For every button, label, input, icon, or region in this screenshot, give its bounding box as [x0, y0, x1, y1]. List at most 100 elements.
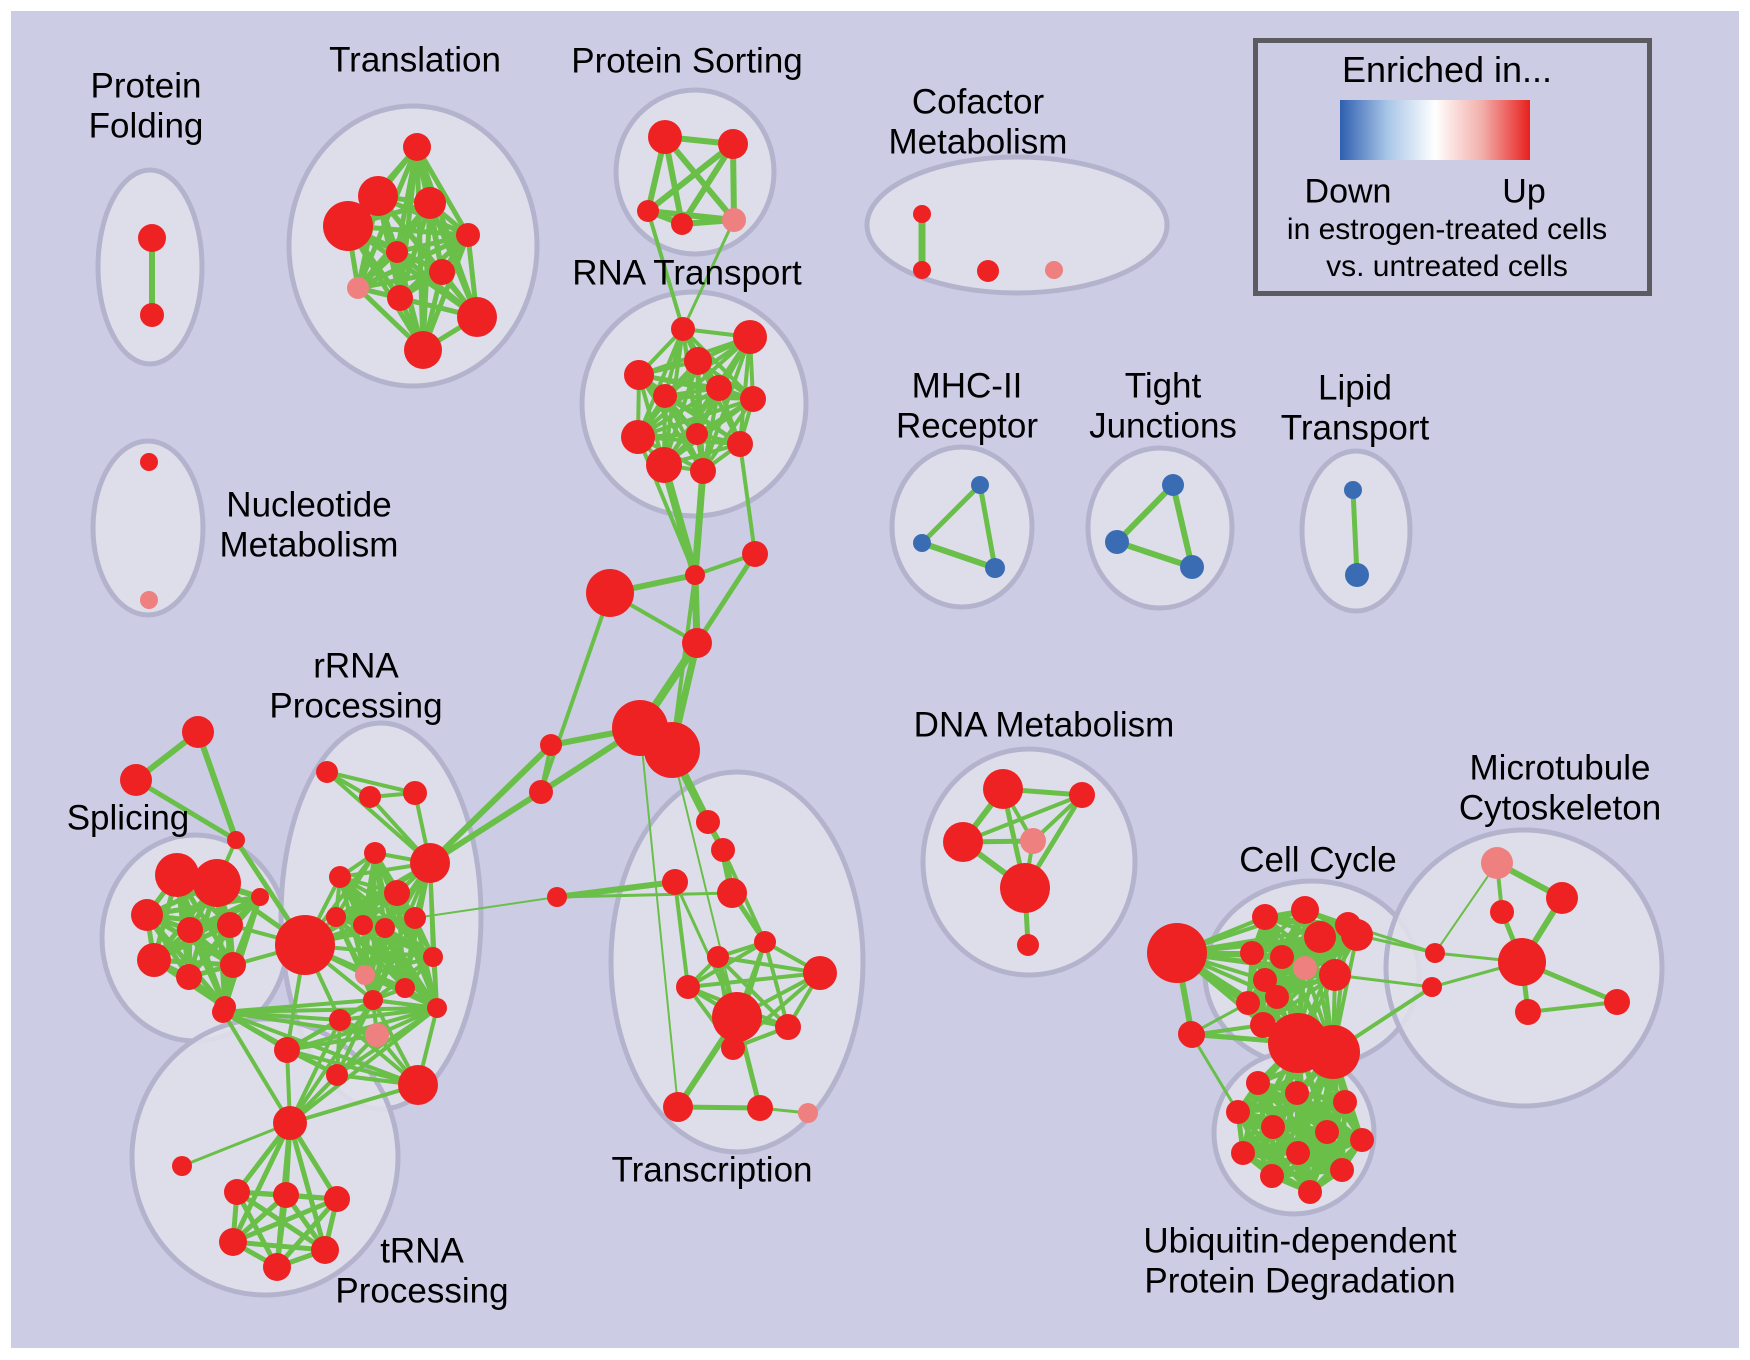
edge-tn6-tn10 — [716, 955, 790, 1029]
node-rb10 — [395, 978, 415, 998]
cluster-ellipse-tight-junctions — [1085, 445, 1235, 611]
edge-tw2-tn9 — [671, 749, 738, 1018]
edge-tj1-tj3 — [1170, 482, 1195, 570]
edge-rb7-rb12 — [334, 915, 439, 1010]
node-ub2 — [1285, 1081, 1309, 1105]
node-t1 — [403, 133, 431, 161]
cluster-label-lipid-transport-line2: Transport — [1281, 408, 1430, 447]
cluster-label-ubiquitin-dependent-protein-degradation-line1: Ubiquitin-dependent — [1143, 1221, 1457, 1260]
edge-ps5-rt1 — [681, 218, 736, 331]
legend-caption-line1: in estrogen-treated cells — [1286, 213, 1608, 246]
edge-rt11-j1 — [660, 461, 699, 579]
node-mt2 — [1546, 882, 1578, 914]
node-sp5 — [217, 912, 243, 938]
node-sp1 — [155, 853, 199, 897]
cluster-label-trna-processing-line2: Processing — [335, 1271, 508, 1310]
edge-ra1-rbh — [325, 770, 432, 865]
cluster-label-dna-metabolism-line1: DNA Metabolism — [914, 705, 1175, 744]
edge-rbh-ch1 — [427, 742, 554, 866]
node-tn13 — [747, 1095, 773, 1121]
edge-sp9-sp10 — [222, 894, 263, 1010]
node-ub8 — [1231, 1141, 1255, 1165]
node-dm6 — [1017, 934, 1039, 956]
node-t3 — [323, 201, 373, 251]
node-ub5 — [1261, 1115, 1285, 1139]
edge-bg4-rb12 — [338, 1006, 439, 1022]
node-rb9 — [363, 990, 383, 1010]
edge-th-k4 — [230, 1120, 293, 1245]
edge-ps3-rt1 — [646, 209, 685, 331]
node-mh2 — [913, 534, 931, 552]
node-ccF — [1240, 941, 1264, 965]
node-sp6 — [137, 943, 171, 977]
cluster-label-cofactor-metabolism-line2: Metabolism — [889, 122, 1068, 161]
edge-ubn-ub4 — [1189, 1032, 1240, 1114]
edge-rt7-rt11 — [662, 397, 755, 467]
node-co4 — [1045, 261, 1063, 279]
edge-th-rb9 — [288, 998, 375, 1125]
edge-bg4-th — [288, 1018, 342, 1125]
edge-ps2-ps4 — [679, 141, 736, 227]
node-t6 — [386, 241, 408, 263]
edge-th-tl — [180, 1121, 292, 1168]
node-ub4 — [1226, 1100, 1250, 1124]
edge-rbh-ch2 — [427, 789, 544, 866]
edge-ps1-ps5 — [662, 134, 737, 223]
node-ub3 — [1333, 1090, 1357, 1114]
node-k3 — [324, 1186, 350, 1212]
cluster-label-microtubule-cytoskeleton-line2: Cytoskeleton — [1459, 788, 1661, 827]
cluster-label-mhc-ii-receptor-line1: MHC-II — [912, 366, 1023, 405]
edge-j2-j3 — [694, 551, 758, 646]
node-j3 — [682, 628, 712, 658]
node-ps1 — [648, 120, 682, 154]
node-rb5 — [353, 915, 373, 935]
edge-bg1-bg6 — [221, 1010, 420, 1087]
edge-k3-k4 — [230, 1196, 340, 1245]
node-tn3 — [662, 869, 688, 895]
edge-rt10-j2 — [738, 442, 757, 556]
cluster-label-trna-processing-line1: tRNA — [380, 1231, 464, 1270]
edge-t1-t5 — [414, 144, 471, 238]
node-dm4 — [1020, 828, 1046, 854]
edge-bg6-th — [288, 1083, 420, 1125]
node-rt7 — [740, 386, 766, 412]
node-tn7 — [676, 975, 700, 999]
edge-tj2-tj3 — [1114, 539, 1195, 570]
node-ccL — [1236, 991, 1260, 1015]
node-rt11 — [646, 447, 682, 483]
node-rt3 — [684, 347, 712, 375]
node-rb8 — [355, 965, 375, 985]
node-ps5 — [722, 208, 746, 232]
cluster-label-nucleotide-metabolism-line2: Metabolism — [220, 525, 399, 564]
node-rt2 — [733, 320, 767, 354]
edge-ra1-ra3 — [325, 770, 417, 795]
node-ch1 — [540, 734, 562, 756]
node-k1 — [224, 1179, 250, 1205]
node-rbh — [410, 843, 450, 883]
node-sp9 — [251, 888, 269, 906]
node-pf2 — [140, 303, 164, 327]
node-rb11 — [423, 947, 443, 967]
node-k4 — [219, 1228, 247, 1256]
node-sp2 — [193, 859, 241, 907]
edge-rt4-rt12 — [637, 373, 705, 473]
node-tj2 — [1105, 530, 1129, 554]
node-mh1 — [971, 476, 989, 494]
node-pf1 — [138, 224, 166, 252]
cluster-ellipse-nucleotide-metabolism — [90, 438, 206, 618]
cluster-label-protein-folding-line1: Protein — [91, 66, 202, 105]
node-tn8 — [803, 956, 837, 990]
node-ra1 — [316, 761, 338, 783]
edge-rt7-rt12 — [701, 397, 755, 473]
node-tn14 — [798, 1103, 818, 1123]
legend-up-label: Up — [1502, 172, 1546, 211]
node-cn — [547, 887, 567, 907]
node-tg2 — [120, 764, 152, 796]
node-bg1 — [212, 1001, 234, 1023]
cluster-label-protein-folding-line2: Folding — [89, 106, 204, 145]
node-ra2 — [359, 786, 381, 808]
legend-title: Enriched in... — [1341, 49, 1553, 90]
node-mh3 — [985, 558, 1005, 578]
node-tn6 — [707, 946, 729, 968]
edge-mt7-mt8 — [1526, 1000, 1619, 1014]
